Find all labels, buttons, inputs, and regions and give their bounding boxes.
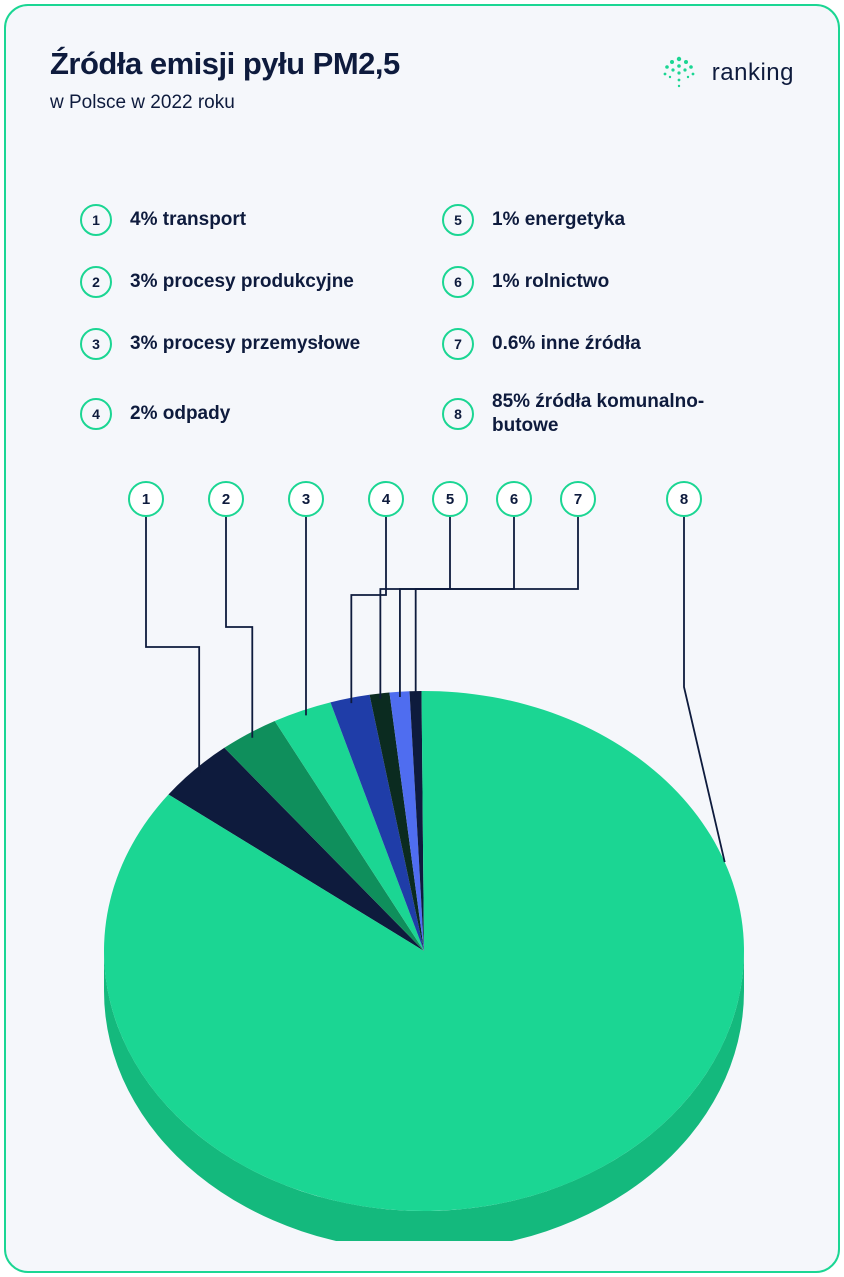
legend-label: 85% źródła komunalno-butowe: [492, 390, 764, 438]
chart-marker: 2: [208, 481, 244, 517]
chart-area: 1 2 3 4567 8: [6, 481, 838, 1241]
header: Źródła emisji pyłu PM2,5 w Polsce w 2022…: [50, 46, 794, 114]
chart-marker: 6: [496, 481, 532, 517]
infographic-card: Źródła emisji pyłu PM2,5 w Polsce w 2022…: [4, 4, 840, 1273]
legend-number: 4: [80, 398, 112, 430]
chart-marker: 8: [666, 481, 702, 517]
legend-label: 1% rolnictwo: [492, 270, 609, 294]
chart-marker: 4: [368, 481, 404, 517]
subtitle: w Polsce w 2022 roku: [50, 92, 400, 114]
chart-marker: 7: [560, 481, 596, 517]
legend-item: 3 3% procesy przemysłowe: [80, 328, 402, 360]
legend-item: 7 0.6% inne źródła: [442, 328, 764, 360]
legend-item: 6 1% rolnictwo: [442, 266, 764, 298]
legend-number: 6: [442, 266, 474, 298]
title: Źródła emisji pyłu PM2,5: [50, 46, 400, 82]
legend-number: 3: [80, 328, 112, 360]
chart-marker: 3: [288, 481, 324, 517]
chart-marker: 1: [128, 481, 164, 517]
legend-number: 5: [442, 204, 474, 236]
pie-chart: [6, 481, 842, 1241]
legend-number: 1: [80, 204, 112, 236]
chart-marker: 5: [432, 481, 468, 517]
legend-grid: 1 4% transport 5 1% energetyka 2 3% procesy p…: [50, 204, 794, 438]
brand-icon: [658, 52, 700, 94]
legend-number: 2: [80, 266, 112, 298]
legend-number: 7: [442, 328, 474, 360]
legend-item: 1 4% transport: [80, 204, 402, 236]
legend-label: 0.6% inne źródła: [492, 332, 641, 356]
chart-markers: 1 2 3 4567 8: [6, 481, 838, 521]
legend-label: 2% odpady: [130, 402, 230, 426]
legend-label: 1% energetyka: [492, 208, 625, 232]
brand: ranking: [658, 52, 794, 94]
legend-item: 4 2% odpady: [80, 390, 402, 438]
legend-label: 3% procesy produkcyjne: [130, 270, 354, 294]
legend-label: 4% transport: [130, 208, 246, 232]
legend-item: 2 3% procesy produkcyjne: [80, 266, 402, 298]
title-block: Źródła emisji pyłu PM2,5 w Polsce w 2022…: [50, 46, 400, 114]
brand-name: ranking: [712, 59, 794, 87]
legend-number: 8: [442, 398, 474, 430]
legend-label: 3% procesy przemysłowe: [130, 332, 360, 356]
legend-item: 5 1% energetyka: [442, 204, 764, 236]
legend-item: 8 85% źródła komunalno-butowe: [442, 390, 764, 438]
